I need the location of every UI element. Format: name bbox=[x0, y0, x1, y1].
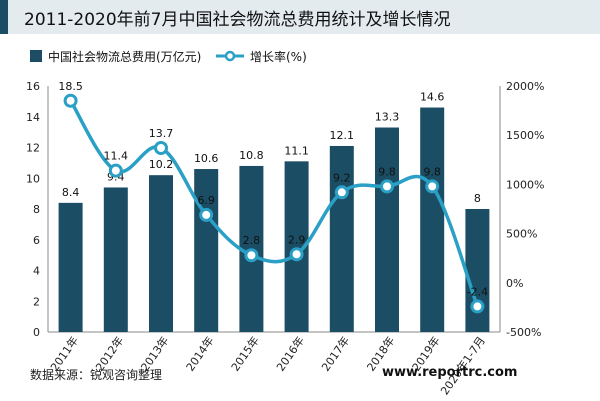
growth-marker bbox=[425, 179, 440, 194]
y-left-tick-label: 6 bbox=[33, 234, 40, 247]
growth-data-label: -2.4 bbox=[467, 285, 488, 298]
bar bbox=[194, 169, 219, 332]
x-tick-label: 2017年 bbox=[318, 334, 352, 374]
bar-data-label: 12.1 bbox=[330, 129, 355, 142]
legend-line-label: 增长率(%) bbox=[250, 49, 307, 64]
growth-data-label: 2.9 bbox=[288, 233, 306, 246]
y-left-tick-label: 16 bbox=[26, 80, 40, 93]
growth-data-label: 2.8 bbox=[243, 234, 261, 247]
x-tick-label: 2016年 bbox=[273, 334, 307, 374]
growth-marker bbox=[244, 248, 259, 263]
growth-marker bbox=[334, 185, 349, 200]
y-right-tick-label: 0% bbox=[506, 277, 523, 290]
growth-data-label: 6.9 bbox=[197, 194, 215, 207]
bar bbox=[465, 209, 490, 332]
bar-data-label: 10.6 bbox=[194, 152, 219, 165]
x-tick-label: 2014年 bbox=[183, 334, 217, 374]
bar-data-label: 10.2 bbox=[149, 158, 174, 171]
watermark: www.reportrc.com bbox=[382, 365, 518, 380]
bar bbox=[329, 145, 354, 332]
y-left-tick-label: 8 bbox=[33, 203, 40, 216]
growth-marker bbox=[108, 163, 123, 178]
x-tick-label: 2015年 bbox=[228, 334, 262, 374]
growth-data-label: 11.4 bbox=[104, 150, 129, 163]
growth-data-label: 13.7 bbox=[149, 127, 174, 140]
y-right-tick-label: -500% bbox=[506, 326, 541, 339]
legend-bar-label: 中国社会物流总费用(万亿元) bbox=[48, 49, 201, 64]
bar bbox=[58, 202, 83, 332]
legend-line-marker bbox=[224, 50, 236, 62]
growth-data-label: 18.5 bbox=[58, 80, 83, 93]
growth-marker bbox=[380, 179, 394, 194]
growth-marker bbox=[289, 247, 304, 262]
legend-bar-swatch bbox=[30, 50, 42, 62]
title-bar: 2011-2020年前7月中国社会物流总费用统计及增长情况 bbox=[0, 0, 600, 34]
bar bbox=[375, 127, 399, 332]
growth-marker bbox=[199, 207, 214, 222]
title-accent bbox=[0, 0, 8, 34]
growth-data-label: 9.8 bbox=[423, 165, 441, 178]
bar-data-label: 8 bbox=[474, 192, 481, 205]
bar-data-label: 8.4 bbox=[62, 186, 80, 199]
growth-data-label: 9.8 bbox=[378, 165, 396, 178]
bar-data-label: 14.6 bbox=[420, 91, 445, 104]
y-left-tick-label: 12 bbox=[26, 142, 40, 155]
bar-data-label: 10.8 bbox=[239, 149, 264, 162]
growth-marker bbox=[470, 299, 485, 314]
y-left-tick-label: 14 bbox=[26, 111, 40, 124]
y-right-tick-label: 500% bbox=[506, 228, 537, 241]
y-right-tick-label: 1500% bbox=[506, 129, 544, 142]
y-right-tick-label: 2000% bbox=[506, 80, 544, 93]
y-left-tick-label: 0 bbox=[33, 326, 40, 339]
y-right-tick-label: 1000% bbox=[506, 178, 544, 191]
bar-data-label: 13.3 bbox=[375, 111, 400, 124]
bar bbox=[103, 187, 128, 332]
chart-svg: 中国社会物流总费用(万亿元) 增长率(%) 0 2 4 6 8 10 12 14 16 -500% 0%… bbox=[26, 49, 544, 397]
growth-data-label: 9.2 bbox=[333, 171, 351, 184]
growth-marker bbox=[63, 93, 78, 108]
y-left-tick-label: 2 bbox=[33, 295, 40, 308]
growth-marker bbox=[154, 140, 168, 155]
bar-data-label: 11.1 bbox=[284, 144, 309, 157]
chart-title: 2011-2020年前7月中国社会物流总费用统计及增长情况 bbox=[24, 10, 451, 30]
bar bbox=[149, 175, 173, 332]
y-left-tick-label: 4 bbox=[33, 265, 40, 278]
source-note: 数据来源：锐观咨询整理 bbox=[30, 368, 163, 382]
y-left-tick-label: 10 bbox=[26, 172, 40, 185]
bar bbox=[420, 107, 445, 333]
growth-line bbox=[69, 99, 480, 308]
